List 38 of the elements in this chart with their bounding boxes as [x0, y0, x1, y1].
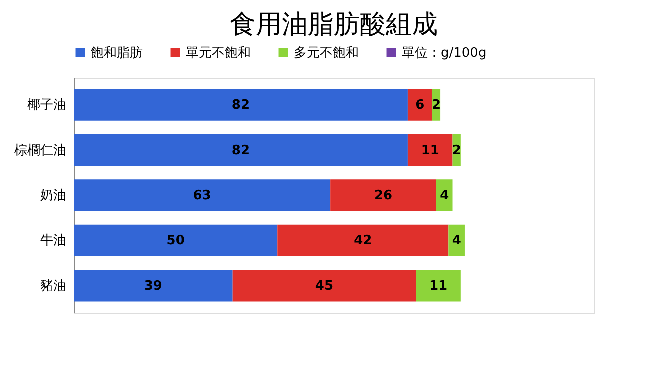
chart-title: 食用油脂肪酸組成: [230, 10, 438, 40]
bar: [330, 180, 436, 212]
data-label: 11: [421, 143, 440, 158]
bar: [278, 224, 449, 257]
data-label: 4: [452, 234, 462, 249]
legend-label: 多元不飽和: [294, 46, 359, 61]
data-label: 4: [440, 188, 450, 204]
data-label: 42: [354, 234, 372, 249]
data-label: 26: [374, 188, 393, 204]
data-label: 2: [432, 98, 441, 114]
bar: [232, 270, 416, 302]
bar: [408, 134, 453, 166]
legend-label: 單位：g/100g: [402, 46, 487, 61]
data-label: 45: [315, 278, 334, 294]
data-label: 50: [166, 234, 185, 249]
bar: [74, 270, 233, 302]
bar: [74, 224, 278, 257]
data-label: 63: [193, 188, 212, 204]
data-label: 82: [232, 98, 250, 114]
bar: [416, 270, 461, 302]
legend-label: 飽和脂肪: [91, 46, 143, 61]
bar: [74, 134, 408, 166]
data-label: 39: [144, 278, 162, 294]
bar: [408, 89, 432, 121]
y-tick-label: 豬油: [40, 278, 66, 294]
bar: [436, 180, 453, 212]
data-label: 11: [429, 278, 448, 294]
y-tick-label: 奶油: [40, 188, 66, 204]
data-label: 82: [232, 143, 250, 158]
bar: [74, 180, 331, 212]
data-label: 6: [416, 98, 425, 114]
legend-label: 單元不飽和: [186, 46, 251, 61]
bar: [448, 224, 465, 257]
bar: [74, 89, 408, 121]
y-tick-label: 牛油: [40, 234, 66, 249]
y-tick-label: 椰子油: [28, 98, 66, 114]
y-tick-label: 棕櫚仁油: [14, 143, 66, 158]
data-label: 2: [452, 143, 462, 158]
